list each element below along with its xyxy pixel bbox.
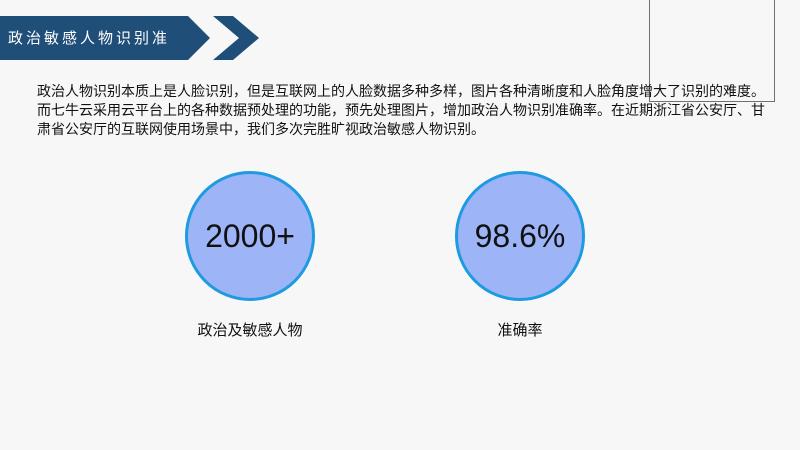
stat-label-accuracy: 准确率 bbox=[497, 321, 543, 339]
stat-circle-accuracy: 98.6% bbox=[455, 171, 585, 301]
section-title-banner: 政治敏感人物识别准 bbox=[0, 16, 210, 60]
stat-value-people-count: 2000+ bbox=[205, 217, 295, 254]
chevron-arrow-decoration bbox=[213, 16, 259, 60]
intro-paragraph: 政治人物识别本质上是人脸识别，但是互联网上的人脸数据多种多样，图片各种清晰度和人… bbox=[37, 84, 765, 138]
section-title: 政治敏感人物识别准 bbox=[8, 29, 171, 47]
stat-circle-people-count: 2000+ bbox=[185, 171, 315, 301]
stat-value-accuracy: 98.6% bbox=[474, 217, 566, 254]
corner-frame-decoration bbox=[649, 0, 775, 102]
stat-label-people-count: 政治及敏感人物 bbox=[197, 321, 303, 339]
